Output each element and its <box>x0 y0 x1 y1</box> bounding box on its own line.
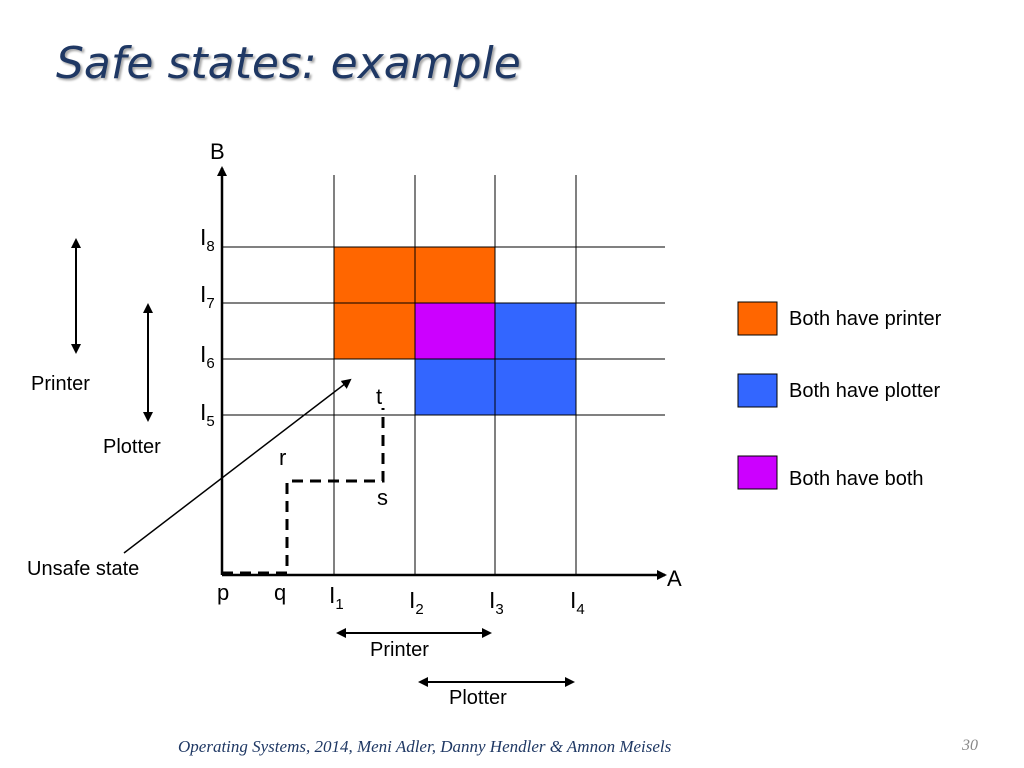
point-label-s: s <box>377 485 388 510</box>
y-tick-label: I8 <box>200 224 215 255</box>
y-tick-label: I6 <box>200 341 215 372</box>
x-tick-label: I2 <box>409 587 424 618</box>
x-tick-label: I3 <box>489 587 504 618</box>
printer-region-cell <box>333 246 416 304</box>
slide-title: Safe states: example <box>56 38 521 89</box>
x-axis-label: A <box>667 566 682 591</box>
plotter-region-cell <box>494 302 577 360</box>
execution-trajectory <box>222 408 385 575</box>
legend-swatch-plotter <box>737 373 778 408</box>
printer-span-label-bottom: Printer <box>370 639 429 661</box>
unsafe-state-pointer <box>123 378 352 554</box>
plotter-region-cell <box>414 358 496 416</box>
plotter-span-label-left: Plotter <box>103 436 161 458</box>
point-label-q: q <box>274 580 286 605</box>
slide-footer: Operating Systems, 2014, Meni Adler, Dan… <box>178 737 672 756</box>
plotter-span-label-bottom: Plotter <box>449 687 507 709</box>
x-tick-label: I1 <box>329 582 344 613</box>
legend-label-printer: Both have printer <box>789 308 942 330</box>
plotter-region-cell <box>494 358 577 416</box>
legend-label-both: Both have both <box>789 468 924 490</box>
point-label-t: t <box>376 384 382 409</box>
x-tick-label: I4 <box>570 587 585 618</box>
legend-swatch-printer <box>737 301 778 336</box>
legend-label-plotter: Both have plotter <box>789 380 941 402</box>
y-tick-label: I5 <box>200 399 215 430</box>
y-axis-label: B <box>210 139 225 164</box>
point-label-p: p <box>217 580 229 605</box>
legend: Both have printer Both have plotter Both… <box>737 301 942 490</box>
point-label-r: r <box>279 445 286 470</box>
regions <box>333 246 577 416</box>
unsafe-state-label: Unsafe state <box>27 558 139 580</box>
both-region-cell <box>414 302 496 360</box>
legend-swatch-both <box>737 455 778 490</box>
printer-region-cell <box>333 302 416 360</box>
page-number: 30 <box>962 737 978 754</box>
printer-region-cell <box>414 246 496 304</box>
printer-span-label-left: Printer <box>31 373 90 395</box>
y-tick-label: I7 <box>200 281 215 312</box>
